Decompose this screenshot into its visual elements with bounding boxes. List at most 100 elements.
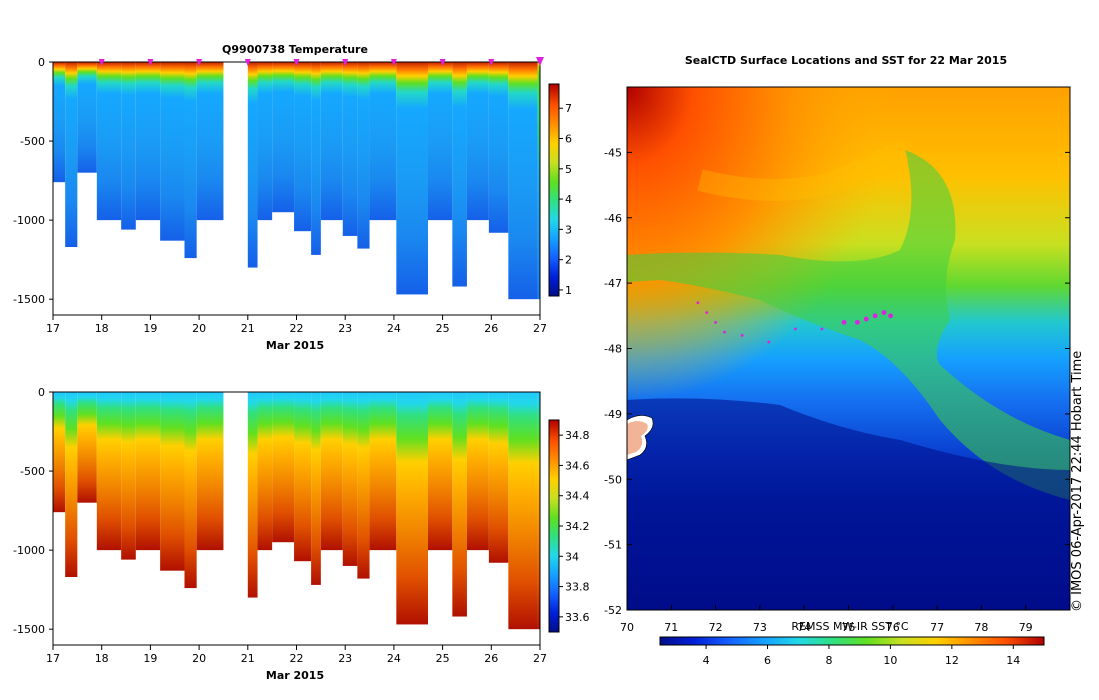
surface-marker — [244, 59, 251, 66]
profile-column — [184, 392, 197, 589]
salinity-panel: 0 -500 -1000 -1500 17 18 19 20 21 22 23 24 25 26 27 M… — [13, 386, 589, 682]
profile-column — [508, 392, 538, 630]
surface-marker — [98, 59, 105, 66]
colorbar-tick-label: 2 — [565, 254, 572, 267]
profile-column — [257, 62, 273, 221]
profile-column — [320, 62, 343, 221]
copyright-label: © IMOS 06-Apr-2017 22:44 Hobart Time — [1070, 351, 1085, 612]
profile-column — [160, 62, 185, 241]
salinity-x-axis: 17 18 19 20 21 22 23 24 25 26 27 — [46, 645, 547, 665]
profile-column — [466, 62, 489, 221]
lon-tick-label: 78 — [974, 621, 988, 634]
lon-tick-label: 76 — [886, 621, 900, 634]
x-tick-label: 21 — [241, 652, 255, 665]
profile-column — [121, 62, 136, 230]
profile-column — [427, 392, 453, 551]
track-point — [841, 319, 847, 325]
profile-column — [488, 62, 509, 233]
colorbar-tick-label: 34.6 — [565, 459, 590, 472]
lon-tick-label: 72 — [709, 621, 723, 634]
profile-column — [466, 392, 489, 551]
profile-column — [369, 62, 397, 221]
lat-tick-label: -47 — [604, 277, 622, 290]
sst-colorbar-tick-label: 14 — [1006, 654, 1020, 667]
surface-marker — [439, 59, 446, 66]
sst-colorbar-ticks: 4 6 8 10 12 14 — [703, 645, 1020, 667]
colorbar-tick-label: 33.8 — [565, 581, 590, 594]
surface-marker — [342, 59, 349, 66]
temperature-x-label: Mar 2015 — [266, 339, 324, 352]
profile-column — [508, 62, 538, 300]
map-latitude-axis: -45 -46 -47 -48 -49 -50 -51 -52 — [604, 146, 1070, 617]
sst-map-panel: SealCTD Surface Locations and SST for 22… — [604, 54, 1085, 667]
profile-column — [135, 62, 161, 221]
y-tick-label: -500 — [20, 135, 45, 148]
sst-colorbar-tick-label: 6 — [764, 654, 771, 667]
lat-tick-label: -52 — [604, 604, 622, 617]
profile-column — [537, 62, 540, 300]
map-title: SealCTD Surface Locations and SST for 22… — [685, 54, 1007, 67]
x-tick-label: 18 — [95, 652, 109, 665]
profile-column — [396, 62, 428, 295]
sst-colorbar-tick-label: 4 — [703, 654, 710, 667]
x-tick-label: 19 — [143, 322, 157, 335]
temperature-title: Q9900738 Temperature — [222, 43, 368, 56]
surface-marker — [293, 59, 300, 66]
profile-column — [247, 392, 258, 598]
lon-tick-label: 79 — [1019, 621, 1033, 634]
x-tick-label: 20 — [192, 322, 206, 335]
y-tick-label: -1000 — [13, 214, 45, 227]
colorbar-tick-label: 34.8 — [565, 429, 590, 442]
sst-colorbar-tick-label: 12 — [945, 654, 959, 667]
sst-colorbar-label: REMSS MW-IR SST °C — [791, 620, 909, 633]
x-tick-label: 24 — [387, 652, 401, 665]
colorbar-tick-label: 7 — [565, 102, 572, 115]
profile-column — [77, 392, 97, 503]
sst-colorbar — [659, 636, 1045, 646]
y-tick-label: 0 — [38, 56, 45, 69]
profile-column — [53, 392, 66, 513]
profile-column — [357, 392, 370, 579]
x-tick-label: 23 — [338, 322, 352, 335]
surface-marker — [196, 59, 203, 66]
y-tick-label: -1500 — [13, 293, 45, 306]
x-tick-label: 26 — [484, 322, 498, 335]
temperature-x-axis: 17 18 19 20 21 22 23 24 25 26 27 — [46, 315, 547, 335]
colorbar-tick-label: 34.4 — [565, 490, 590, 503]
colorbar-tick-label: 1 — [565, 284, 572, 297]
x-tick-label: 19 — [143, 652, 157, 665]
temperature-profiles — [53, 62, 540, 300]
profile-column — [452, 392, 467, 617]
profile-column — [53, 62, 66, 183]
surface-marker — [488, 59, 495, 66]
profile-column — [247, 62, 258, 268]
lat-tick-label: -50 — [604, 473, 622, 486]
lon-tick-label: 73 — [753, 621, 767, 634]
temperature-panel: Q9900738 Temperature 0-500-1000-1500 17 1… — [13, 43, 572, 352]
profile-column — [294, 392, 312, 562]
x-tick-label: 17 — [46, 322, 60, 335]
colorbar-tick-label: 5 — [565, 163, 572, 176]
lat-tick-label: -46 — [604, 212, 622, 225]
lon-tick-label: 70 — [620, 621, 634, 634]
profile-column — [537, 392, 540, 630]
profile-column — [96, 392, 122, 551]
profile-column — [257, 392, 273, 551]
x-tick-label: 22 — [290, 322, 304, 335]
y-tick-label: -1500 — [13, 623, 45, 636]
profile-column — [184, 62, 197, 259]
x-tick-label: 25 — [436, 322, 450, 335]
profile-column — [396, 392, 428, 625]
lat-tick-label: -48 — [604, 343, 622, 356]
x-tick-label: 23 — [338, 652, 352, 665]
lon-tick-label: 74 — [797, 621, 811, 634]
salinity-colorbar-ticks: 33.6 33.8 34 34.2 34.4 34.6 34.8 — [559, 429, 590, 624]
surface-marker — [536, 57, 544, 66]
colorbar-tick-label: 34 — [565, 550, 579, 563]
colorbar-tick-label: 34.2 — [565, 520, 590, 533]
x-tick-label: 21 — [241, 322, 255, 335]
x-tick-label: 18 — [95, 322, 109, 335]
profile-column — [65, 62, 78, 248]
sst-colorbar-tick-label: 8 — [825, 654, 832, 667]
temperature-y-axis: 0 -500 -1000 -1500 — [13, 56, 53, 306]
